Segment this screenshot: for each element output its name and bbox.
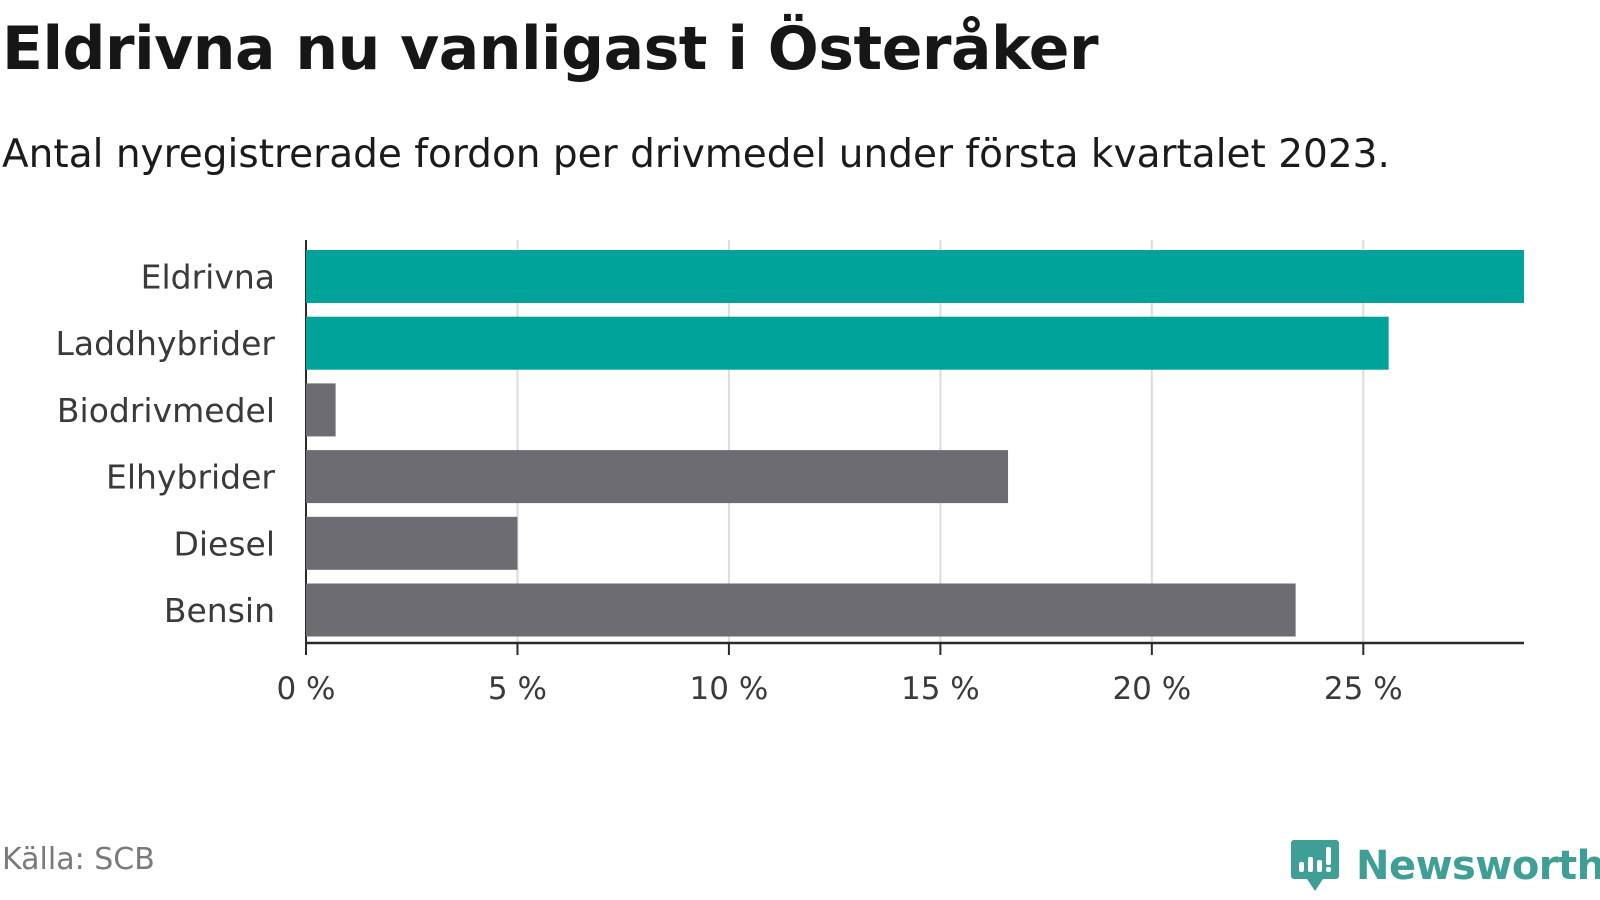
newsworthy-logo-icon (1291, 840, 1339, 891)
x-tick-label-15: 15 % (901, 671, 980, 707)
category-label-elhybrider: Elhybrider (106, 458, 275, 497)
category-labels: Eldrivna Laddhybrider Biodrivmedel Elhybrid… (56, 258, 276, 631)
grid-lines (305, 240, 1365, 643)
category-label-laddhybrider: Laddhybrider (56, 324, 276, 363)
bar-laddhybrider (306, 316, 1389, 370)
bars (306, 250, 1524, 637)
x-tick-label-0: 0 % (276, 671, 335, 707)
category-label-diesel: Diesel (173, 524, 275, 563)
bar-eldrivna (306, 250, 1524, 303)
x-tick-label-25: 25 % (1324, 671, 1403, 707)
x-tick-label-10: 10 % (690, 671, 769, 707)
category-label-bensin: Bensin (164, 591, 275, 630)
chart-title: Eldrivna nu vanligast i Österåker (2, 14, 1099, 84)
x-axis: 0 % 5 % 10 % 15 % 20 % 25 % (276, 641, 1524, 707)
brand-logo: Newsworthy (1290, 836, 1600, 896)
source-note: Källa: SCB (2, 842, 155, 877)
brand-name: Newsworthy (1356, 843, 1600, 889)
bar-diesel (306, 516, 518, 570)
category-label-biodrivmedel: Biodrivmedel (57, 391, 275, 430)
bar-bensin (306, 583, 1296, 637)
x-tick-label-5: 5 % (488, 671, 547, 707)
x-tick-label-20: 20 % (1112, 671, 1191, 707)
chart-subtitle: Antal nyregistrerade fordon per drivmede… (2, 132, 1390, 177)
bar-elhybrider (306, 450, 1009, 504)
category-label-eldrivna: Eldrivna (141, 258, 275, 297)
bar-biodrivmedel (306, 383, 336, 437)
